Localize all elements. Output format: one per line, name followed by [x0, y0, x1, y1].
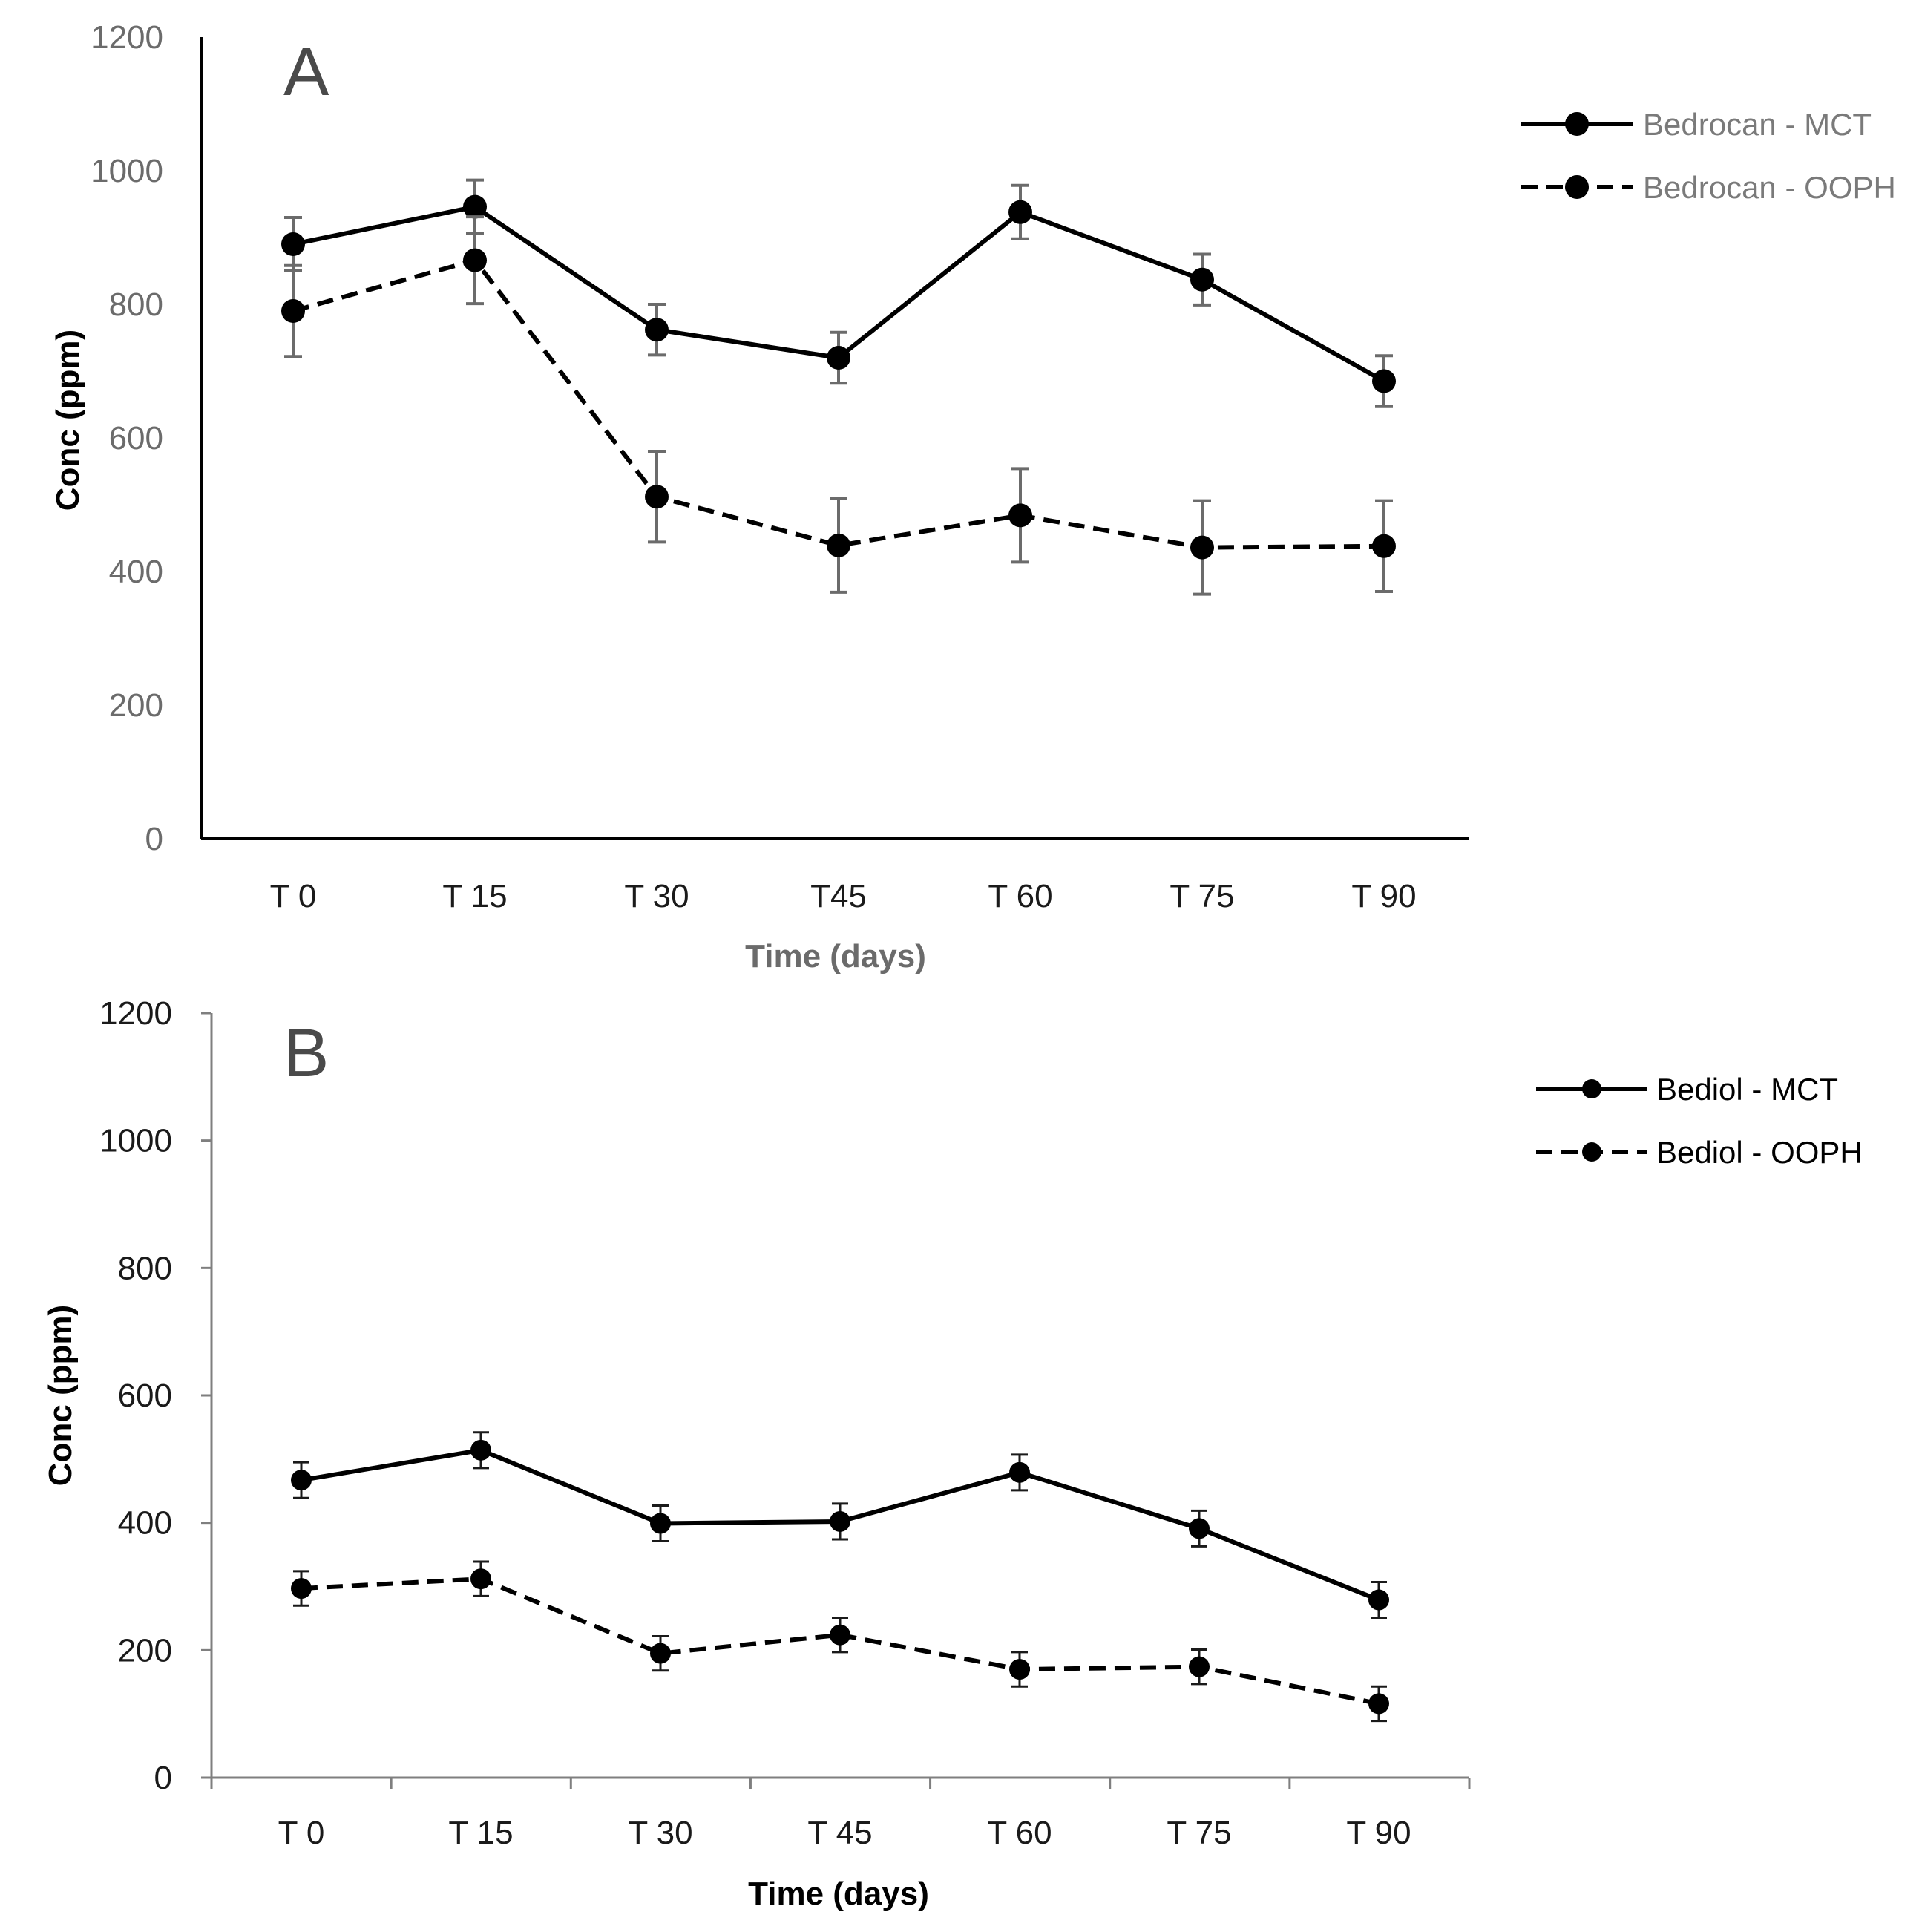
series-b-1	[291, 1560, 1389, 1723]
x-tick-label: T 60	[988, 878, 1052, 914]
y-axis-ticks-b: 0 200 400 600 800 1000 1200	[99, 995, 211, 1796]
data-point	[645, 318, 669, 342]
data-point	[830, 1624, 850, 1646]
legend-b: Bediol - MCT Bediol - OOPH	[1536, 1072, 1863, 1170]
x-tick-label: T 0	[270, 878, 317, 914]
data-point	[463, 194, 487, 219]
data-point	[1368, 1693, 1389, 1715]
data-point	[1008, 200, 1032, 224]
series-group-b	[291, 1431, 1389, 1723]
x-tick-label: T 75	[1167, 1815, 1231, 1851]
y-tick-label: 400	[109, 554, 163, 590]
legend-label-a-1: Bedrocan - OOPH	[1643, 170, 1896, 205]
x-axis-label-b: Time (days)	[748, 1876, 929, 1912]
x-tick-label: T 15	[442, 878, 507, 914]
y-tick-label: 1000	[91, 153, 163, 189]
series-b-0	[291, 1431, 1389, 1620]
data-point	[1009, 1461, 1030, 1483]
panel-label-a: A	[283, 34, 329, 110]
legend-entry-a-1: Bedrocan - OOPH	[1521, 170, 1896, 205]
data-point	[281, 299, 305, 323]
legend-label-a-0: Bedrocan - MCT	[1643, 107, 1872, 142]
data-point	[827, 346, 850, 370]
y-tick-label: 600	[118, 1378, 172, 1414]
y-tick-label: 800	[118, 1250, 172, 1286]
series-group-a	[281, 178, 1396, 596]
y-tick-label: 600	[109, 420, 163, 456]
series-a-0	[281, 178, 1396, 408]
y-axis-label-b: Conc (ppm)	[42, 1305, 79, 1486]
legend-marker-b-1	[1582, 1142, 1601, 1162]
y-tick-label: 0	[145, 821, 163, 857]
y-tick-label: 1200	[91, 19, 163, 56]
x-tick-label: T 45	[807, 1815, 872, 1851]
x-tick-label: T 90	[1346, 1815, 1411, 1851]
x-axis-ticks-b: T 0 T 15 T 30 T 45 T 60 T 75 T 90	[210, 1778, 1471, 1851]
y-tick-label: 1200	[99, 995, 172, 1032]
legend-label-b-0: Bediol - MCT	[1656, 1072, 1838, 1107]
x-tick-label: T 15	[448, 1815, 513, 1851]
legend-a: Bedrocan - MCT Bedrocan - OOPH	[1521, 107, 1896, 205]
legend-label-b-1: Bediol - OOPH	[1656, 1135, 1863, 1170]
data-point	[1189, 1518, 1210, 1539]
data-point	[1189, 1656, 1210, 1677]
data-point	[470, 1568, 491, 1590]
y-axis-ticks-a: 0 200 400 600 800 1000 1200	[91, 19, 163, 857]
legend-entry-b-0: Bediol - MCT	[1536, 1072, 1838, 1107]
x-axis-label-a: Time (days)	[745, 938, 926, 975]
x-tick-label: T 30	[624, 878, 689, 914]
x-tick-label: T 30	[628, 1815, 692, 1851]
data-point	[291, 1470, 312, 1491]
legend-marker-b-0	[1582, 1079, 1601, 1098]
x-tick-label: T45	[810, 878, 867, 914]
x-tick-label: T 90	[1351, 878, 1416, 914]
data-point	[1008, 503, 1032, 528]
x-tick-label: T 60	[987, 1815, 1052, 1851]
legend-marker-a-0	[1565, 112, 1589, 136]
x-tick-label: T 0	[278, 1815, 325, 1851]
x-axis-ticks-a: T 0 T 15 T 30 T45 T 60 T 75 T 90	[270, 878, 1417, 914]
data-point	[1190, 535, 1214, 560]
data-point	[830, 1510, 850, 1532]
data-point	[1372, 369, 1396, 393]
data-point	[650, 1513, 671, 1534]
y-tick-label: 0	[154, 1760, 172, 1796]
data-point	[827, 533, 850, 557]
data-point	[470, 1439, 491, 1461]
data-point	[1009, 1659, 1030, 1680]
legend-entry-a-0: Bedrocan - MCT	[1521, 107, 1872, 142]
panel-label-b: B	[283, 1015, 329, 1091]
series-a-1	[281, 215, 1396, 596]
data-point	[291, 1578, 312, 1599]
data-point	[645, 485, 669, 509]
y-tick-label: 200	[118, 1632, 172, 1669]
legend-entry-b-1: Bediol - OOPH	[1536, 1135, 1863, 1170]
data-point	[281, 232, 305, 256]
data-point	[1372, 534, 1396, 558]
y-tick-label: 200	[109, 687, 163, 724]
x-tick-label: T 75	[1170, 878, 1234, 914]
legend-marker-a-1	[1565, 175, 1589, 199]
y-axis-label-a: Conc (ppm)	[50, 330, 86, 511]
y-tick-label: 1000	[99, 1123, 172, 1159]
y-tick-label: 400	[118, 1505, 172, 1542]
data-point	[650, 1643, 671, 1664]
data-point	[1190, 267, 1214, 292]
data-point	[1368, 1589, 1389, 1611]
data-point	[463, 248, 487, 272]
y-tick-label: 800	[109, 286, 163, 323]
